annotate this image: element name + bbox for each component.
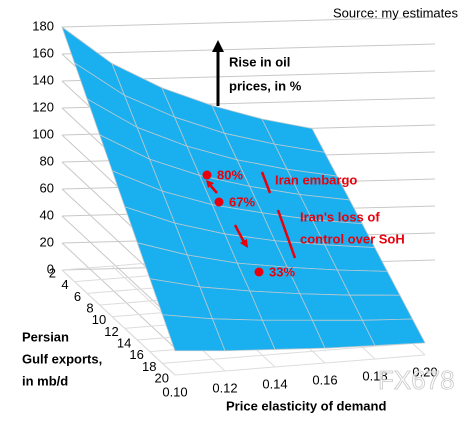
y-axis-title: Gulf exports, (22, 351, 102, 366)
y-axis-title: in mb/d (22, 373, 68, 388)
y-tick-label: 10 (92, 312, 106, 327)
point-label: 80% (217, 167, 243, 182)
z-axis-title: Rise in oil (229, 54, 290, 69)
z-tick-label: 160 (32, 45, 54, 60)
z-tick-label: 60 (40, 180, 54, 195)
point-label: 33% (269, 264, 295, 279)
x-tick-label: 0.18 (362, 368, 387, 383)
z-tick-label: 40 (40, 207, 54, 222)
z-tick-label: 100 (32, 126, 54, 141)
x-tick-label: 0.14 (262, 376, 287, 391)
x-tick-label: 0.12 (212, 380, 237, 395)
y-tick-label: 12 (104, 324, 118, 339)
arrow (233, 224, 246, 243)
y-axis-title: Persian (22, 329, 69, 344)
arrow-head (206, 180, 214, 188)
point-label: 67% (229, 194, 255, 209)
watermark: FX678 (378, 365, 455, 395)
plot: 0204060801001201401601802468101214161820… (32, 16, 438, 399)
z-tick-label: 80 (40, 153, 54, 168)
y-tick-label: 4 (61, 277, 68, 292)
z-tick-label: 120 (32, 99, 54, 114)
y-tick-label: 20 (155, 370, 169, 385)
grid-line (162, 342, 413, 364)
y-tick-label: 6 (74, 289, 81, 304)
bracket (276, 209, 297, 259)
z-tick-label: 20 (40, 234, 54, 249)
arrow-head (240, 239, 248, 248)
grid-line (61, 16, 436, 28)
grid-line (61, 215, 176, 322)
arrow (209, 184, 218, 194)
x-tick-label: 0.20 (412, 364, 437, 379)
grid-line (61, 269, 176, 376)
x-tick-label: 0.10 (162, 384, 187, 399)
x-axis-title: Price elasticity of demand (226, 398, 386, 413)
z-tick-label: 180 (32, 18, 54, 33)
y-tick-label: 14 (117, 335, 131, 350)
point (214, 197, 224, 207)
y-tick-label: 16 (129, 347, 143, 362)
surface-cell (361, 318, 426, 346)
point (254, 267, 264, 277)
grid-line (174, 354, 426, 376)
z-axis-title: prices, in % (229, 78, 302, 93)
y-tick-label: 8 (86, 300, 93, 315)
annotation: control over SoH (300, 231, 405, 246)
y-tick-label: 2 (49, 265, 56, 280)
z-tick-label: 140 (32, 72, 54, 87)
bracket (260, 171, 272, 194)
grid-line (61, 242, 176, 349)
arrow-head (212, 40, 224, 52)
y-tick-label: 18 (142, 359, 156, 374)
source: Source: my estimates (333, 5, 458, 20)
x-tick-label: 0.16 (312, 372, 337, 387)
z-tick-label: 0 (47, 261, 54, 276)
point (202, 170, 212, 180)
grid-line (61, 43, 436, 55)
annotation: Iran embargo (275, 172, 357, 187)
annotation: Iran's loss of (300, 209, 380, 224)
